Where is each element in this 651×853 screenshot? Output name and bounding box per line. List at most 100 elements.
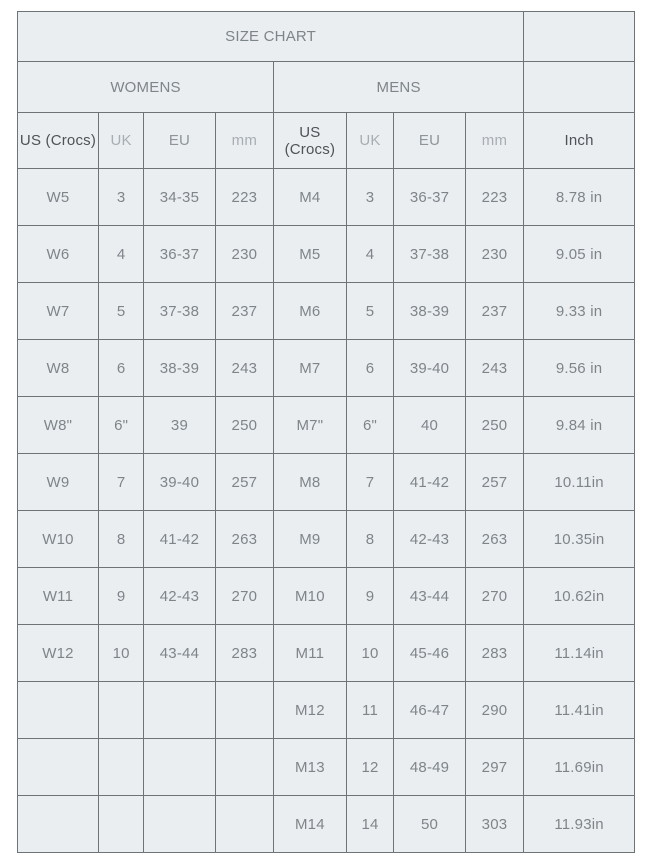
cell-womens-uk: 5 bbox=[97, 282, 145, 340]
cell-inch: 11.14in bbox=[523, 624, 635, 682]
cell-womens-eu: 38-39 bbox=[143, 339, 216, 397]
cell-womens-uk: 4 bbox=[97, 225, 145, 283]
table-row: W11 9 42-43 270 M10 9 43-44 270 10.62in bbox=[17, 567, 635, 625]
cell-mens-uk: 11 bbox=[345, 681, 395, 739]
cell-inch: 8.78 in bbox=[523, 168, 635, 226]
cell-mens-uk: 14 bbox=[345, 795, 395, 853]
cell-womens-uk: 6" bbox=[97, 396, 145, 454]
table-row: M14 14 50 303 11.93in bbox=[17, 795, 635, 853]
cell-mens-mm: 290 bbox=[464, 681, 525, 739]
cell-mens-eu: 48-49 bbox=[393, 738, 466, 796]
cell-womens-eu: 36-37 bbox=[143, 225, 216, 283]
cell-womens-mm: 230 bbox=[214, 225, 275, 283]
column-header-inch: Inch bbox=[523, 112, 635, 169]
cell-mens-uk: 12 bbox=[345, 738, 395, 796]
cell-inch: 11.69in bbox=[523, 738, 635, 796]
cell-womens-uk-empty bbox=[97, 738, 145, 796]
cell-mens-us: M13 bbox=[273, 738, 347, 796]
cell-womens-mm-empty bbox=[214, 795, 275, 853]
cell-womens-uk: 9 bbox=[97, 567, 145, 625]
cell-mens-uk: 5 bbox=[345, 282, 395, 340]
cell-womens-mm: 223 bbox=[214, 168, 275, 226]
cell-womens-eu: 34-35 bbox=[143, 168, 216, 226]
cell-womens-uk: 8 bbox=[97, 510, 145, 568]
cell-mens-eu: 39-40 bbox=[393, 339, 466, 397]
cell-womens-uk: 10 bbox=[97, 624, 145, 682]
cell-womens-us: W8" bbox=[17, 396, 99, 454]
cell-mens-us: M7 bbox=[273, 339, 347, 397]
cell-mens-eu: 41-42 bbox=[393, 453, 466, 511]
page-title: SIZE CHART bbox=[16, 11, 525, 62]
cell-womens-uk: 6 bbox=[97, 339, 145, 397]
cell-inch: 9.84 in bbox=[523, 396, 635, 454]
cell-mens-eu: 50 bbox=[393, 795, 466, 853]
cell-mens-mm: 243 bbox=[464, 339, 525, 397]
inch-header-spacer-bottom bbox=[523, 61, 635, 113]
cell-mens-us: M8 bbox=[273, 453, 347, 511]
table-row: W5 3 34-35 223 M4 3 36-37 223 8.78 in bbox=[17, 168, 635, 226]
cell-womens-mm: 270 bbox=[214, 567, 275, 625]
cell-mens-eu: 38-39 bbox=[393, 282, 466, 340]
cell-mens-mm: 257 bbox=[464, 453, 525, 511]
cell-mens-mm: 223 bbox=[464, 168, 525, 226]
cell-mens-eu: 43-44 bbox=[393, 567, 466, 625]
cell-inch: 10.35in bbox=[523, 510, 635, 568]
table-row: W6 4 36-37 230 M5 4 37-38 230 9.05 in bbox=[17, 225, 635, 283]
cell-inch: 11.41in bbox=[523, 681, 635, 739]
group-header-mens: MENS bbox=[273, 61, 525, 113]
cell-womens-mm: 257 bbox=[214, 453, 275, 511]
cell-inch: 10.11in bbox=[523, 453, 635, 511]
cell-mens-mm: 270 bbox=[464, 567, 525, 625]
cell-mens-mm: 237 bbox=[464, 282, 525, 340]
cell-mens-uk: 7 bbox=[345, 453, 395, 511]
cell-womens-eu: 37-38 bbox=[143, 282, 216, 340]
cell-mens-uk: 10 bbox=[345, 624, 395, 682]
cell-mens-us: M14 bbox=[273, 795, 347, 853]
group-header-womens: WOMENS bbox=[16, 61, 275, 113]
cell-womens-uk-empty bbox=[97, 681, 145, 739]
cell-mens-mm: 263 bbox=[464, 510, 525, 568]
cell-inch: 11.93in bbox=[523, 795, 635, 853]
cell-mens-mm: 283 bbox=[464, 624, 525, 682]
cell-womens-eu: 41-42 bbox=[143, 510, 216, 568]
cell-womens-mm: 237 bbox=[214, 282, 275, 340]
table-row: W7 5 37-38 237 M6 5 38-39 237 9.33 in bbox=[17, 282, 635, 340]
cell-womens-eu-empty bbox=[143, 738, 216, 796]
cell-mens-eu: 45-46 bbox=[393, 624, 466, 682]
cell-womens-us: W5 bbox=[17, 168, 99, 226]
cell-womens-mm-empty bbox=[214, 738, 275, 796]
cell-mens-mm: 230 bbox=[464, 225, 525, 283]
column-header-womens-uk: UK bbox=[97, 112, 145, 169]
cell-womens-mm: 250 bbox=[214, 396, 275, 454]
cell-womens-eu: 42-43 bbox=[143, 567, 216, 625]
column-header-womens-eu: EU bbox=[143, 112, 216, 169]
cell-womens-us-empty bbox=[17, 738, 99, 796]
cell-womens-us: W6 bbox=[17, 225, 99, 283]
cell-mens-eu: 46-47 bbox=[393, 681, 466, 739]
cell-inch: 10.62in bbox=[523, 567, 635, 625]
cell-inch: 9.56 in bbox=[523, 339, 635, 397]
cell-womens-us-empty bbox=[17, 681, 99, 739]
cell-mens-mm: 250 bbox=[464, 396, 525, 454]
cell-mens-uk: 4 bbox=[345, 225, 395, 283]
cell-mens-us: M12 bbox=[273, 681, 347, 739]
cell-womens-eu: 39 bbox=[143, 396, 216, 454]
cell-mens-us: M4 bbox=[273, 168, 347, 226]
title-row: SIZE CHART bbox=[16, 11, 635, 62]
cell-mens-us: M5 bbox=[273, 225, 347, 283]
cell-mens-uk: 6" bbox=[345, 396, 395, 454]
column-header-mens-uk: UK bbox=[345, 112, 395, 169]
cell-womens-mm: 283 bbox=[214, 624, 275, 682]
cell-womens-eu: 43-44 bbox=[143, 624, 216, 682]
cell-womens-mm: 263 bbox=[214, 510, 275, 568]
cell-mens-us: M11 bbox=[273, 624, 347, 682]
table-row: M13 12 48-49 297 11.69in bbox=[17, 738, 635, 796]
size-chart-table: SIZE CHART WOMENS MENS US (Crocs) UK EU … bbox=[16, 11, 635, 853]
cell-mens-uk: 9 bbox=[345, 567, 395, 625]
cell-mens-eu: 40 bbox=[393, 396, 466, 454]
cell-womens-us: W11 bbox=[17, 567, 99, 625]
column-header-row: US (Crocs) UK EU mm US (Crocs) UK EU mm … bbox=[17, 112, 635, 169]
cell-mens-us: M10 bbox=[273, 567, 347, 625]
column-header-womens-mm: mm bbox=[214, 112, 275, 169]
table-row: M12 11 46-47 290 11.41in bbox=[17, 681, 635, 739]
